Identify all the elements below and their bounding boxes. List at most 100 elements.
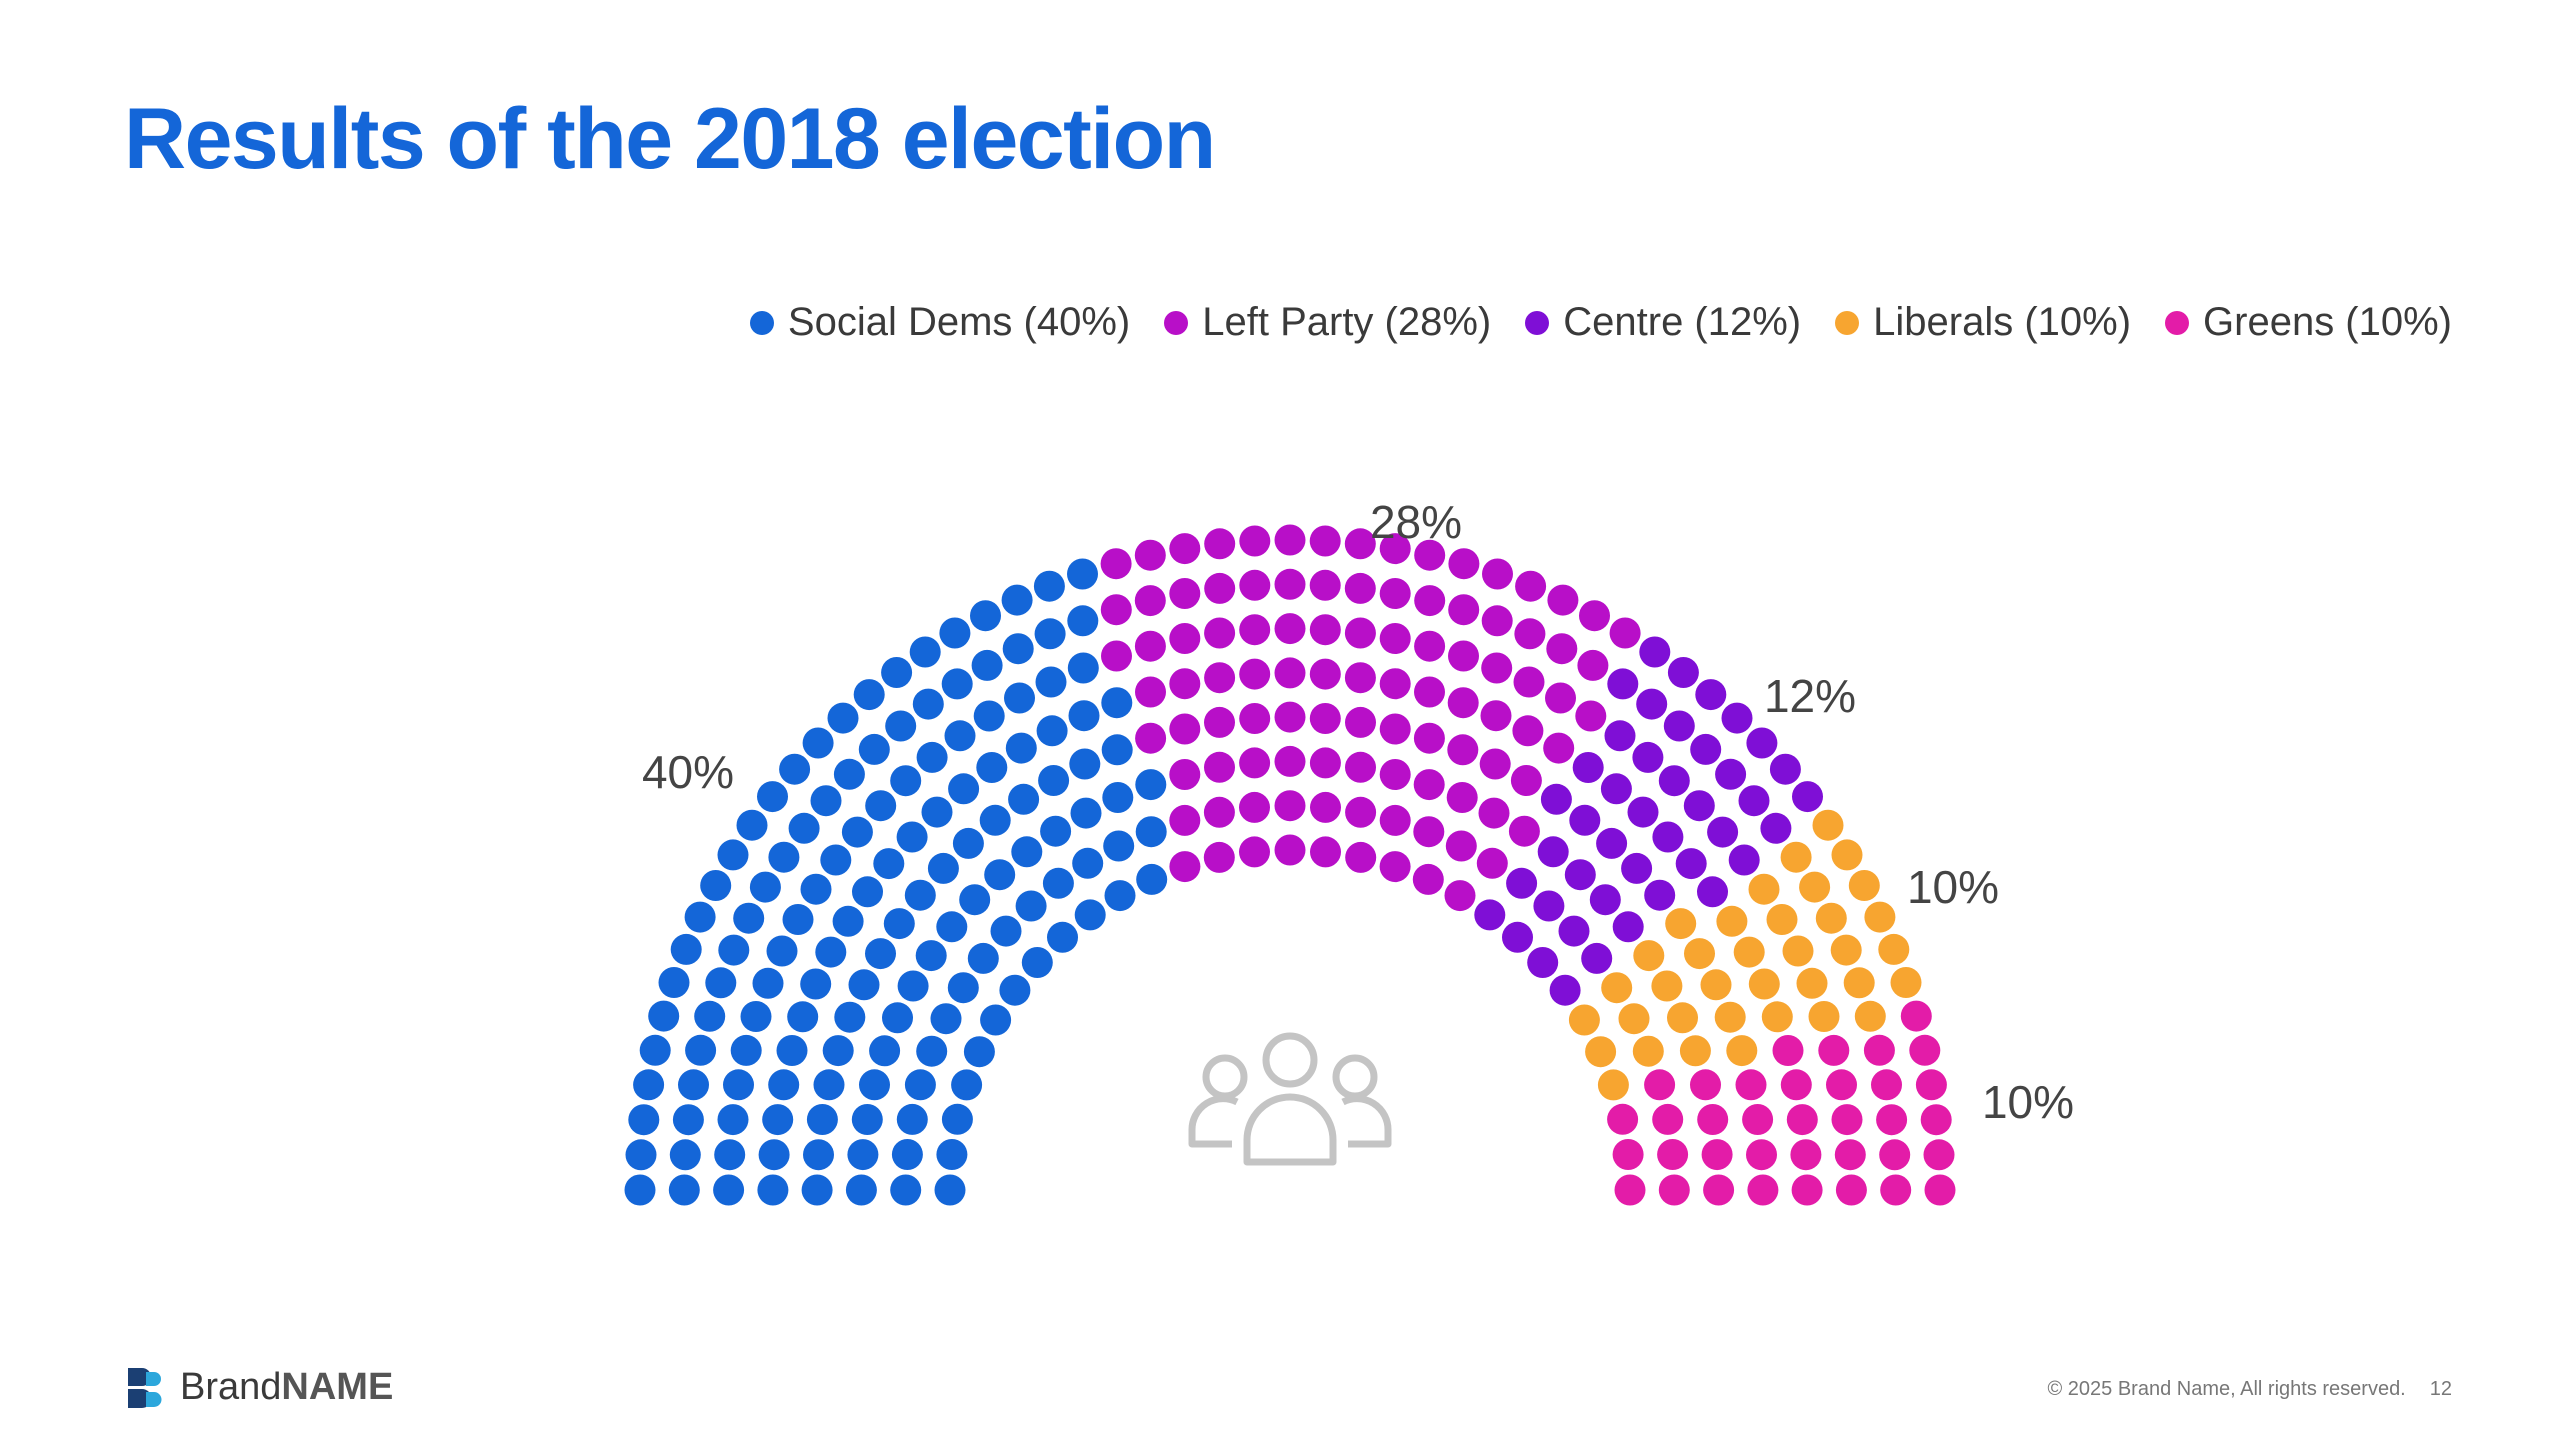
seat-centre bbox=[1564, 859, 1596, 891]
seat-centre bbox=[1721, 702, 1753, 734]
seat-social-dems bbox=[700, 870, 732, 901]
seat-greens bbox=[1607, 1103, 1639, 1135]
seat-social-dems bbox=[658, 967, 690, 998]
seat-left-party bbox=[1445, 830, 1477, 862]
seat-left-party bbox=[1169, 851, 1201, 883]
seat-centre bbox=[1667, 657, 1699, 688]
seat-social-dems bbox=[999, 974, 1031, 1006]
seat-liberals bbox=[1799, 871, 1831, 903]
seat-social-dems bbox=[1074, 899, 1106, 931]
seat-social-dems bbox=[890, 1174, 922, 1206]
seat-centre bbox=[1502, 921, 1533, 953]
seat-liberals bbox=[1782, 935, 1814, 967]
seat-centre bbox=[1728, 844, 1760, 876]
seat-left-party bbox=[1344, 617, 1376, 649]
seat-social-dems bbox=[633, 1069, 665, 1101]
seat-liberals bbox=[1812, 809, 1844, 841]
seat-social-dems bbox=[684, 901, 716, 933]
seat-social-dems bbox=[628, 1104, 660, 1136]
seat-left-party bbox=[1515, 570, 1547, 602]
seat-social-dems bbox=[1068, 700, 1100, 732]
seat-social-dems bbox=[757, 1174, 789, 1206]
seat-centre bbox=[1636, 688, 1668, 720]
seat-left-party bbox=[1310, 836, 1341, 868]
legend-label-left-party: Left Party (28%) bbox=[1202, 300, 1492, 344]
seat-social-dems bbox=[971, 649, 1003, 681]
seat-social-dems bbox=[1103, 830, 1135, 862]
seat-social-dems bbox=[1005, 732, 1037, 764]
seat-left-party bbox=[1204, 528, 1236, 560]
seat-centre bbox=[1581, 942, 1613, 974]
seat-centre bbox=[1549, 974, 1581, 1006]
seat-social-dems bbox=[624, 1174, 656, 1206]
seat-left-party bbox=[1345, 706, 1376, 738]
seat-social-dems bbox=[820, 844, 852, 876]
seat-liberals bbox=[1633, 940, 1665, 972]
seat-social-dems bbox=[730, 1034, 762, 1066]
seat-social-dems bbox=[865, 790, 897, 822]
seat-left-party bbox=[1169, 713, 1201, 745]
seat-left-party bbox=[1478, 797, 1510, 829]
seat-left-party bbox=[1204, 617, 1236, 649]
seat-social-dems bbox=[1067, 652, 1099, 684]
seat-liberals bbox=[1714, 1001, 1746, 1033]
seat-liberals bbox=[1684, 938, 1715, 970]
seat-greens bbox=[1772, 1035, 1804, 1066]
seat-social-dems bbox=[1101, 734, 1133, 766]
seat-greens bbox=[1880, 1174, 1912, 1206]
seat-left-party bbox=[1274, 657, 1306, 689]
seat-social-dems bbox=[705, 967, 737, 999]
seat-social-dems bbox=[984, 859, 1016, 891]
legend-label-greens: Greens (10%) bbox=[2203, 300, 2452, 344]
seat-centre bbox=[1558, 915, 1590, 947]
seat-social-dems bbox=[970, 600, 1001, 632]
seat-liberals bbox=[1766, 904, 1798, 935]
seat-centre bbox=[1604, 720, 1636, 752]
seat-left-party bbox=[1239, 525, 1271, 557]
legend-label-liberals: Liberals (10%) bbox=[1873, 300, 2132, 344]
seat-liberals bbox=[1597, 1069, 1629, 1101]
seat-social-dems bbox=[1008, 783, 1040, 815]
seat-liberals bbox=[1761, 1001, 1793, 1033]
legend-label-social-dems: Social Dems (40%) bbox=[787, 300, 1131, 344]
seat-left-party bbox=[1512, 715, 1544, 747]
seat-social-dems bbox=[678, 1069, 709, 1101]
seat-social-dems bbox=[779, 753, 811, 785]
seat-social-dems bbox=[963, 1036, 995, 1068]
seat-left-party bbox=[1413, 722, 1445, 754]
seat-liberals bbox=[1568, 1004, 1600, 1036]
seat-social-dems bbox=[625, 1139, 657, 1171]
seat-left-party bbox=[1309, 658, 1341, 690]
people-group-icon bbox=[1188, 1032, 1392, 1166]
seat-social-dems bbox=[717, 839, 749, 871]
seat-left-party bbox=[1309, 703, 1341, 734]
brand-name: BrandNAME bbox=[180, 1366, 394, 1408]
seat-social-dems bbox=[822, 1035, 854, 1067]
seat-greens bbox=[1644, 1069, 1676, 1101]
legend-item-left-party: Left Party (28%) bbox=[1164, 300, 1491, 345]
seat-left-party bbox=[1379, 804, 1411, 836]
seat-left-party bbox=[1239, 836, 1270, 868]
seat-left-party bbox=[1414, 539, 1446, 571]
seat-social-dems bbox=[951, 1069, 983, 1101]
seat-left-party bbox=[1545, 682, 1576, 714]
seat-social-dems bbox=[941, 668, 973, 700]
seat-social-dems bbox=[800, 968, 832, 1000]
seat-greens bbox=[1746, 1139, 1777, 1171]
seat-greens bbox=[1834, 1139, 1866, 1171]
seat-social-dems bbox=[1135, 816, 1167, 848]
seat-left-party bbox=[1546, 633, 1578, 665]
seat-left-party bbox=[1414, 630, 1446, 662]
seat-centre bbox=[1474, 899, 1506, 931]
seat-greens bbox=[1826, 1069, 1857, 1101]
legend-item-liberals: Liberals (10%) bbox=[1835, 300, 2131, 345]
seat-left-party bbox=[1274, 613, 1306, 645]
seat-left-party bbox=[1169, 623, 1201, 654]
seat-centre bbox=[1639, 636, 1671, 668]
copyright-text: © 2025 Brand Name, All rights reserved. bbox=[2047, 1378, 2406, 1400]
seat-social-dems bbox=[927, 852, 959, 884]
seat-greens bbox=[1658, 1174, 1690, 1206]
seat-social-dems bbox=[766, 935, 798, 967]
seat-centre bbox=[1738, 785, 1770, 817]
seat-social-dems bbox=[803, 1139, 834, 1171]
